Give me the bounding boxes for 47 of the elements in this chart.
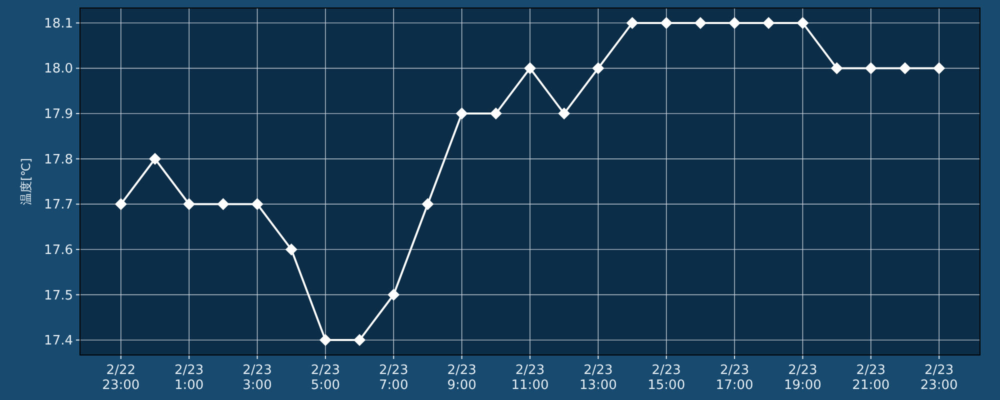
- x-tick-label: 2/23 13:00: [579, 363, 617, 393]
- x-tick-label: 2/23 15:00: [648, 363, 686, 393]
- point: [762, 16, 775, 29]
- x-tick-label: 2/23 5:00: [310, 363, 340, 393]
- x-tick-label: 2/23 11:00: [511, 363, 549, 393]
- point: [319, 334, 332, 346]
- y-tick-label: 17.4: [44, 334, 73, 349]
- x-tick-label: 2/23 1:00: [174, 363, 204, 393]
- point: [388, 288, 400, 301]
- point: [899, 62, 911, 74]
- point: [830, 62, 843, 74]
- point: [422, 198, 434, 210]
- y-tick-label: 17.8: [44, 152, 73, 168]
- x-tick-label: 2/23 21:00: [852, 363, 890, 393]
- point: [864, 62, 877, 74]
- point: [354, 334, 366, 346]
- point: [728, 16, 741, 29]
- point: [626, 16, 638, 29]
- x-tick-label: 2/23 17:00: [716, 363, 754, 393]
- x-tick-label: 2/23 19:00: [784, 363, 822, 393]
- y-tick-label: 18.0: [44, 62, 73, 77]
- y-tick-label: 17.5: [44, 288, 73, 304]
- y-tick-label: 18.1: [44, 16, 73, 32]
- point: [524, 62, 536, 74]
- y-axis-title: 温度[℃]: [19, 158, 33, 205]
- point: [114, 198, 127, 210]
- point: [490, 108, 502, 120]
- point: [217, 198, 230, 210]
- point: [660, 16, 672, 29]
- point: [796, 16, 809, 29]
- x-tick-label: 2/23 23:00: [920, 363, 958, 393]
- point: [558, 108, 570, 120]
- point: [285, 243, 298, 256]
- point: [694, 16, 706, 29]
- point: [456, 108, 468, 120]
- point: [933, 62, 946, 74]
- x-tick-label: 2/22 23:00: [102, 363, 140, 393]
- x-tick-label: 2/23 7:00: [379, 363, 408, 393]
- point: [592, 62, 604, 74]
- x-tick-label: 2/23 9:00: [447, 363, 476, 393]
- x-tick-label: 2/23 3:00: [242, 363, 272, 393]
- y-tick-label: 17.9: [44, 107, 73, 122]
- y-tick-label: 17.7: [44, 198, 73, 213]
- point: [149, 152, 161, 165]
- y-tick-label: 17.6: [44, 242, 73, 258]
- point: [183, 198, 196, 210]
- point: [251, 198, 264, 210]
